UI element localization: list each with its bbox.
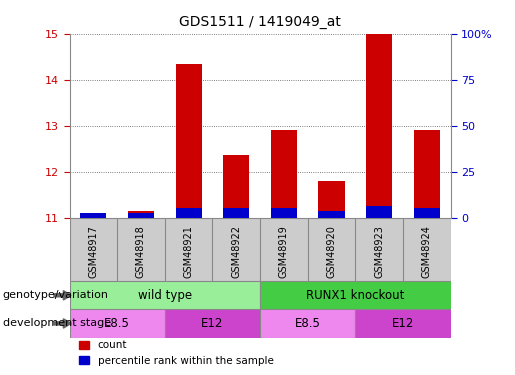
Legend: count, percentile rank within the sample: count, percentile rank within the sample bbox=[75, 336, 278, 370]
Bar bbox=[70, 281, 260, 309]
Bar bbox=[260, 309, 355, 338]
Bar bbox=[70, 309, 165, 338]
Bar bbox=[176, 64, 202, 217]
Bar bbox=[165, 309, 260, 338]
Text: GSM48923: GSM48923 bbox=[374, 225, 384, 278]
Bar bbox=[223, 209, 249, 218]
Bar bbox=[80, 213, 107, 217]
Bar bbox=[414, 130, 440, 218]
Text: GSM48920: GSM48920 bbox=[327, 225, 336, 278]
Bar bbox=[80, 213, 107, 217]
Bar bbox=[414, 209, 440, 218]
Bar bbox=[271, 130, 297, 218]
Bar bbox=[355, 309, 451, 338]
Text: genotype/variation: genotype/variation bbox=[3, 290, 109, 300]
Bar bbox=[366, 34, 392, 218]
Text: GSM48919: GSM48919 bbox=[279, 225, 289, 278]
Text: GSM48922: GSM48922 bbox=[231, 225, 241, 278]
Bar bbox=[318, 211, 345, 217]
Text: RUNX1 knockout: RUNX1 knockout bbox=[306, 289, 405, 302]
Text: GSM48924: GSM48924 bbox=[422, 225, 432, 278]
Text: E8.5: E8.5 bbox=[104, 317, 130, 330]
Title: GDS1511 / 1419049_at: GDS1511 / 1419049_at bbox=[179, 15, 341, 28]
Text: E12: E12 bbox=[201, 317, 224, 330]
Text: E8.5: E8.5 bbox=[295, 317, 321, 330]
Bar bbox=[260, 281, 451, 309]
Bar bbox=[128, 213, 154, 217]
Text: E12: E12 bbox=[392, 317, 414, 330]
Bar bbox=[271, 209, 297, 218]
Text: wild type: wild type bbox=[138, 289, 192, 302]
Bar bbox=[223, 156, 249, 218]
Bar bbox=[128, 211, 154, 218]
Text: GSM48917: GSM48917 bbox=[89, 225, 98, 278]
Bar bbox=[176, 209, 202, 218]
Bar bbox=[366, 207, 392, 218]
Text: GSM48918: GSM48918 bbox=[136, 225, 146, 278]
Text: GSM48921: GSM48921 bbox=[184, 225, 194, 278]
Text: development stage: development stage bbox=[3, 318, 111, 328]
Bar bbox=[318, 181, 345, 218]
